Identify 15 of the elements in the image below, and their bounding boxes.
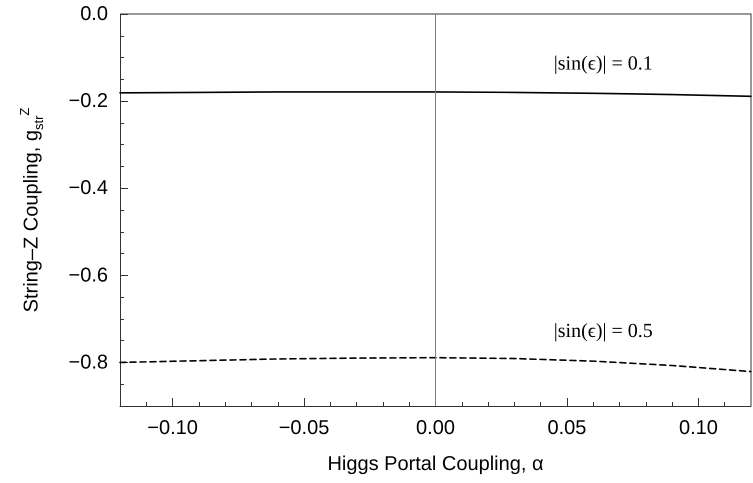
line-series [119,356,752,372]
x-tick-label: −0.10 [147,417,198,439]
y-tick-label: −0.2 [68,90,108,112]
series-label: |sin(ϵ)| = 0.5 [554,320,653,342]
y-tick-label: −0.4 [68,177,108,200]
y-tick-label: −0.8 [68,351,108,374]
series-label: |sin(ϵ)| = 0.1 [554,52,653,74]
x-tick-label: 0.10 [678,417,718,439]
y-axis-title: String–Z Coupling, gstrZ [17,108,46,312]
x-tick-label: 0.05 [547,417,586,439]
x-axis-title: Higgs Portal Coupling, α [327,453,544,475]
x-tick-label: 0.00 [416,417,455,439]
y-tick-label: −0.6 [68,264,108,286]
x-tick-label: −0.05 [278,417,330,439]
y-tick-label: 0.0 [80,3,108,25]
